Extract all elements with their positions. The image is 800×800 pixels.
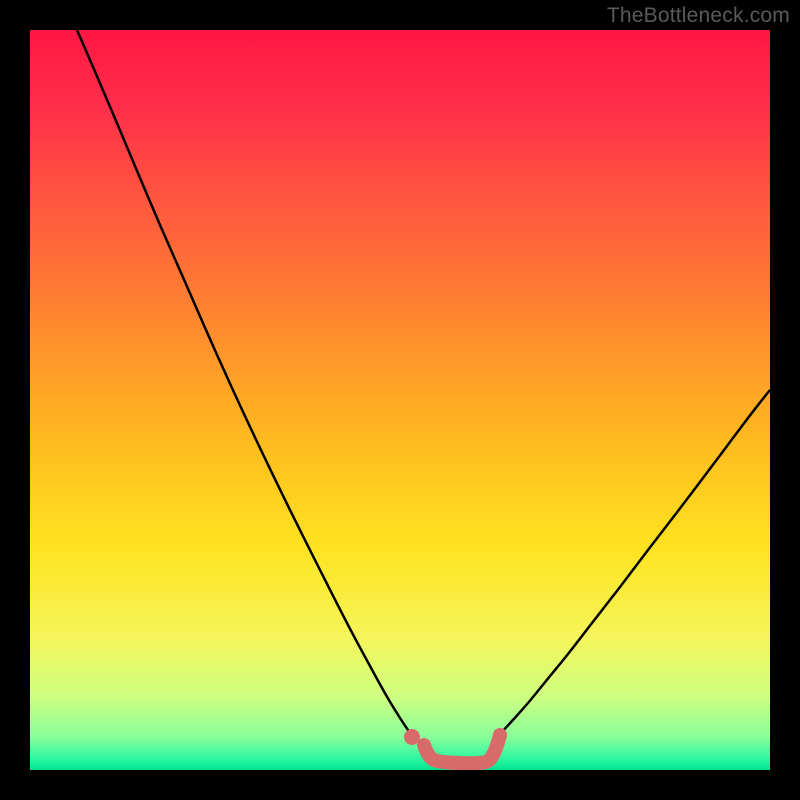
plot-area xyxy=(30,30,770,770)
chart-frame: TheBottleneck.com xyxy=(0,0,800,800)
watermark-text: TheBottleneck.com xyxy=(607,4,790,28)
gradient-rect xyxy=(30,30,770,770)
chart-svg xyxy=(30,30,770,770)
